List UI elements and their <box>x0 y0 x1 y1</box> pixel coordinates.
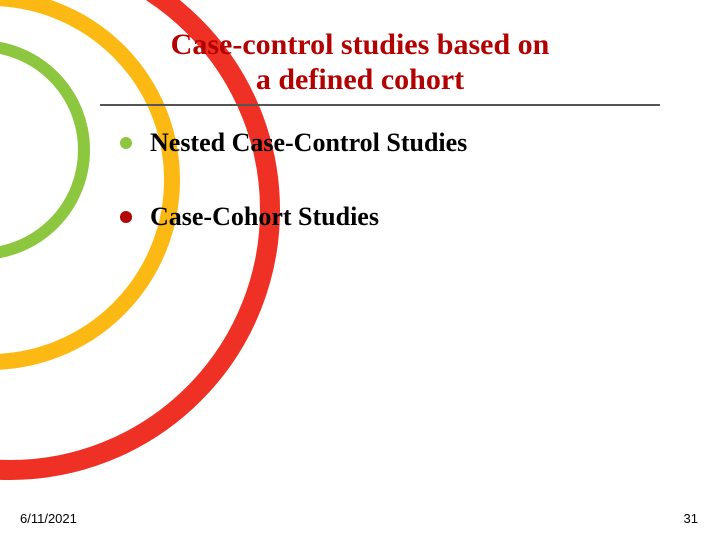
footer-date: 6/11/2021 <box>20 511 77 526</box>
bullet-dot-icon <box>120 211 132 223</box>
list-item: Nested Case-Control Studies <box>120 128 670 158</box>
content-area: Nested Case-Control Studies Case-Cohort … <box>120 128 670 276</box>
list-item: Case-Cohort Studies <box>120 202 670 232</box>
title-line-2: a defined cohort <box>256 63 464 96</box>
bullet-dot-icon <box>120 137 132 149</box>
page-title: Case-control studies based on a defined … <box>0 28 720 97</box>
bullet-text: Nested Case-Control Studies <box>150 128 467 158</box>
title-line-1: Case-control studies based on <box>171 28 550 61</box>
bullet-text: Case-Cohort Studies <box>150 202 379 232</box>
title-underline <box>100 104 660 106</box>
footer-page-number: 31 <box>684 511 698 526</box>
